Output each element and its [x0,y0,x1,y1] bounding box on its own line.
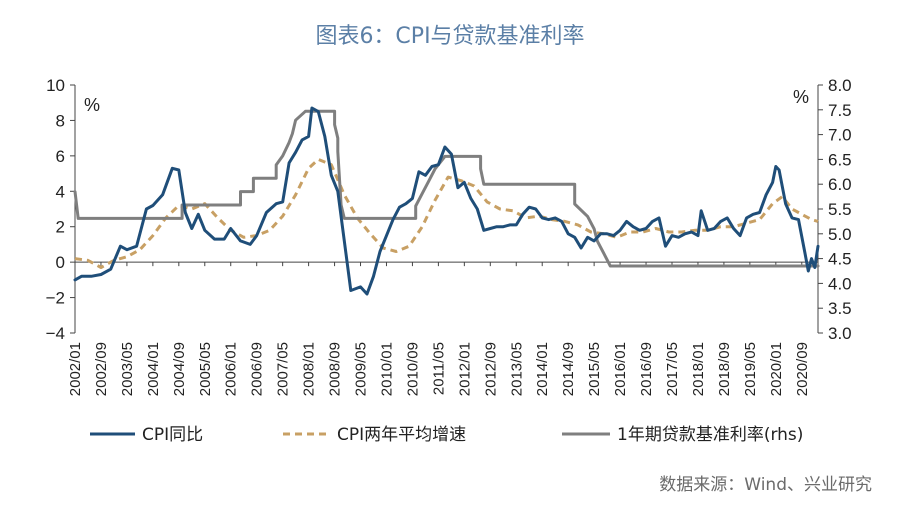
x-tick-label: 2006/01 [223,342,240,396]
x-tick-label: 2002/01 [67,342,84,396]
y-left-tick-label: 0 [56,253,65,272]
x-tick-label: 2003/05 [119,342,136,396]
x-tick-label: 2016/09 [638,342,655,396]
x-tick-label: 2013/05 [508,342,525,396]
y-right-tick-label: 5.5 [828,200,852,219]
x-tick-label: 2020/09 [794,342,811,396]
x-tick-label: 2014/01 [534,342,551,396]
y-left-tick-label: 4 [56,182,65,201]
x-tick-label: 2017/05 [664,342,681,396]
y-right-tick-label: 6.5 [828,150,852,169]
x-tick-label: 2018/09 [716,342,733,396]
x-tick-label: 2006/09 [249,342,266,396]
y-right-tick-label: 3.5 [828,299,852,318]
y-right-unit: % [793,87,809,107]
chart-axes: −4 −2 0 2 4 6 8 10% 3.0 3.5 4.0 4.5 5.0 5.5 6.0 6.5 7.0 7… [46,76,852,396]
x-tick-label: 2009/05 [353,342,370,396]
y-right-tick-label: 7.0 [828,126,852,145]
y-left-tick-label: 6 [56,147,65,166]
y-left-tick-label: 8 [56,111,65,130]
x-tick-label: 2015/05 [586,342,603,396]
legend-label-0: CPI同比 [142,425,203,445]
x-tick-label: 2019/05 [742,342,759,396]
x-tick-label: 2012/09 [482,342,499,396]
legend-label-1: CPI两年平均增速 [337,425,466,445]
x-tick-label: 2007/05 [275,342,292,396]
y-left-tick-label: −2 [46,289,65,308]
x-tick-label: 2004/01 [145,342,162,396]
x-tick-label: 2014/09 [560,342,577,396]
x-tick-label: 2005/05 [197,342,214,396]
x-tick-label: 2010/01 [378,342,395,396]
y-right-tick-label: 7.5 [828,101,852,120]
x-tick-label: 2020/01 [768,342,785,396]
legend: CPI同比 CPI两年平均增速 1年期贷款基准利率(rhs) [90,425,803,445]
x-tick-label: 2002/09 [93,342,110,396]
y-left-tick-label: 2 [56,218,65,237]
x-tick-label: 2016/01 [612,342,629,396]
y-right-tick-label: 4.0 [828,274,852,293]
x-tick-label: 2004/09 [171,342,188,396]
x-tick-label: 2008/09 [327,342,344,396]
y-right-tick-label: 4.5 [828,250,852,269]
y-right-tick-label: 6.0 [828,175,852,194]
series-layer [73,106,820,296]
series-line-0 [73,106,820,296]
y-left-tick-label: −4 [46,324,65,343]
chart-title: 图表6：CPI与贷款基准利率 [315,24,585,49]
x-tick-label: 2012/01 [456,342,473,396]
y-right-tick-label: 3.0 [828,324,852,343]
x-tick-label: 2008/01 [301,342,318,396]
x-tick-label: 2010/09 [404,342,421,396]
legend-label-2: 1年期贷款基准利率(rhs) [617,425,803,445]
x-tick-label: 2011/05 [430,342,447,395]
x-tick-label: 2018/01 [690,342,707,396]
y-right-tick-label: 8.0 [828,76,852,95]
series-line-2 [73,109,820,268]
y-left-tick-label: 10 [46,76,65,95]
y-right-tick-label: 5.0 [828,225,852,244]
y-left-unit: % [84,95,100,115]
source-note: 数据来源：Wind、兴业研究 [659,475,872,495]
